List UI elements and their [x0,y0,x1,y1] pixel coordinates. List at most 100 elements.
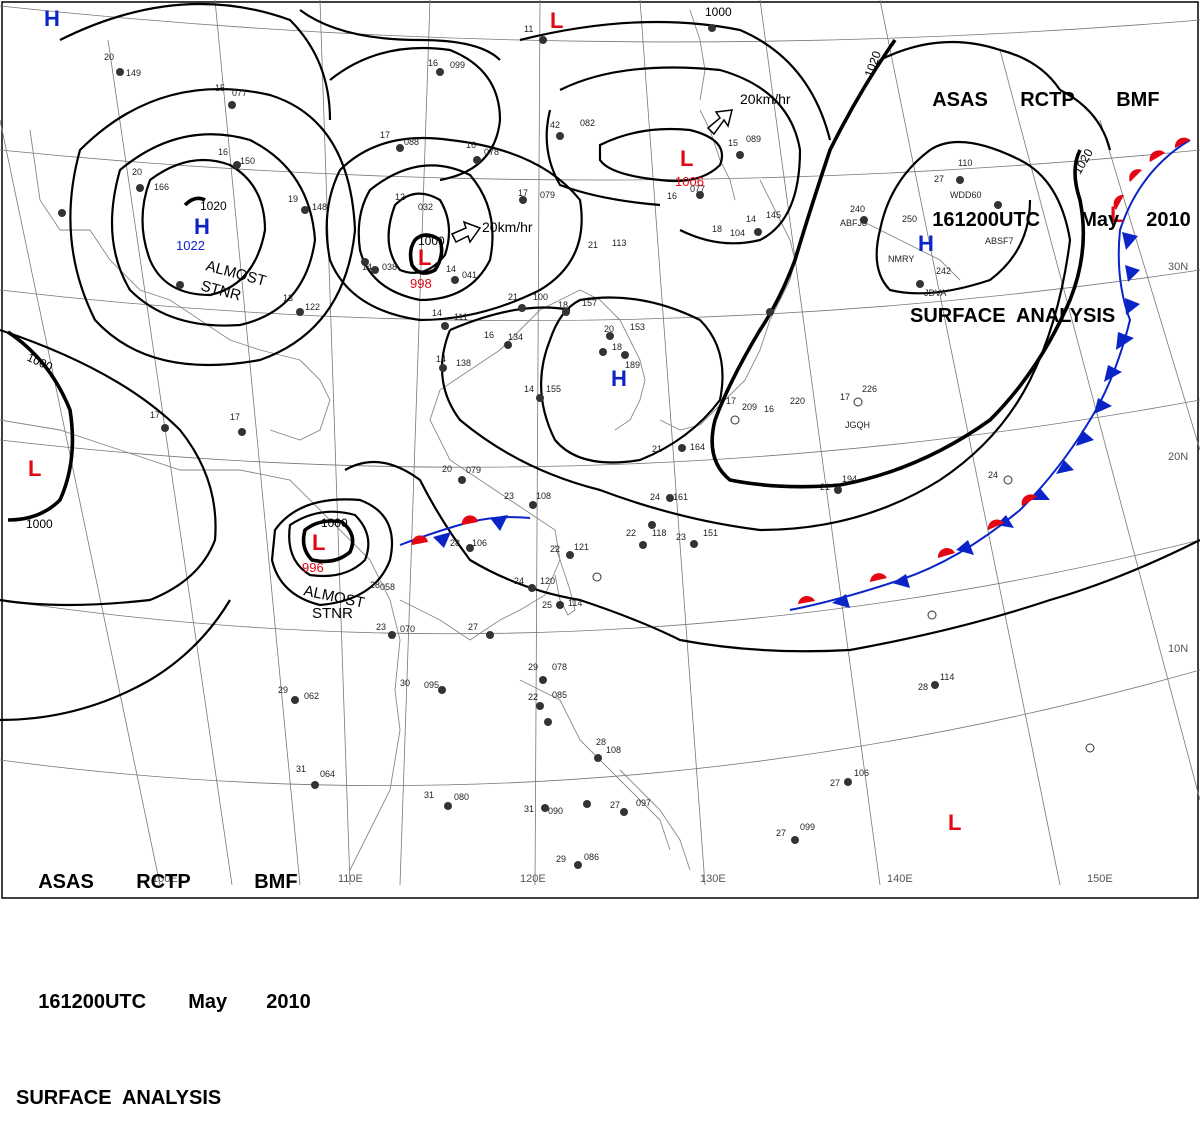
isobars-mark [344,460,1200,653]
stationary-front-central-mark [433,532,451,548]
station-plots-mark [730,415,740,425]
obs-t: 12 [395,192,405,202]
obs-p: 089 [746,134,761,144]
obs-t: 16 [484,330,494,340]
obs-t: 23 [676,532,686,542]
station-plots-mark [853,397,863,407]
stnr-note: STNR [312,605,353,622]
isobars-mark [879,40,1061,91]
station-plots-mark [844,778,852,786]
obs-t: 14 [446,264,456,274]
isobars-mark [449,306,571,332]
longitude-grid-mark [0,119,161,886]
isobar-label: 1020 [200,199,227,213]
lat-tick: 10N [1168,643,1188,655]
low-pressure-value: 998 [410,276,432,291]
stationary-front-central-mark [490,515,508,531]
lon-tick: 110E [338,873,363,885]
station-plots-mark [544,718,552,726]
obs-t: 23 [376,622,386,632]
header-agency: ASAS [932,89,988,111]
station-plots-mark [678,444,686,452]
obs-p: 078 [484,147,499,157]
isobars-mark [0,328,217,607]
high-pressure-symbol: H [44,6,60,31]
obs-p: 100 [533,292,548,302]
obs-t: 18 [712,224,722,234]
station-plots-mark [754,228,762,236]
cold-front-east-mark [870,573,887,582]
station-plots-mark [791,836,799,844]
obs-t: 14 [524,384,534,394]
station-plots-mark [621,351,629,359]
obs-p: 064 [320,769,335,779]
obs-p: 106 [854,768,869,778]
header-code: BMF [254,871,298,893]
lon-tick: 100E [152,873,178,885]
obs-p: 122 [305,302,320,312]
cold-front-east-mark [1056,460,1074,474]
station-plots-mark [238,428,246,436]
obs-t: 240 [850,204,865,214]
cold-front-east-mark [1125,298,1140,315]
longitude-grid-mark [1099,119,1200,451]
longitude-grid-mark [214,0,301,886]
station-plots-mark [860,216,868,224]
cold-front-east-mark [1094,398,1112,414]
station-code: NMRY [888,254,914,264]
station-plots-mark [708,24,716,32]
header-line2: 161200UTC May 2010 [16,966,311,1038]
obs-t: 20 [604,324,614,334]
longitude-grid-mark [879,0,1061,886]
obs-p: 078 [552,662,567,672]
low-pressure-symbol: L [550,8,563,33]
thick-isobars-mark [7,330,75,522]
station-plots-mark [994,201,1002,209]
obs-t: 242 [936,266,951,276]
station-plots-mark [1085,743,1095,753]
station-plots-mark [536,702,544,710]
obs-t: 17 [726,396,736,406]
low-pressure-symbol: L [680,146,693,171]
station-plots-mark [116,68,124,76]
motion-label: 20km/hr [482,219,533,235]
station-code: ABFJ3 [840,218,867,228]
obs-t: 27 [776,828,786,838]
longitude-grid-mark [107,39,233,886]
station-plots-mark [161,424,169,432]
obs-p: 088 [404,137,419,147]
station-plots-mark [583,800,591,808]
station-plots-mark [291,696,299,704]
obs-p: 134 [508,332,523,342]
obs-p: 104 [730,228,745,238]
motion-arrow-icon [450,220,482,244]
obs-t: 14 [746,214,756,224]
obs-t: 18 [612,342,622,352]
thick-isobars-mark [301,519,355,564]
obs-t: 31 [296,764,306,774]
obs-p: 157 [582,298,597,308]
obs-t: 16 [466,140,476,150]
obs-p: 090 [548,806,563,816]
lon-tick: 150E [1087,873,1113,885]
station-code: JGQH [845,420,870,430]
obs-t: 14 [432,308,442,318]
obs-p: 138 [456,358,471,368]
station-plots-mark [696,191,704,199]
station-plots-mark [666,494,674,502]
station-plots-mark [486,631,494,639]
obs-p: 189 [625,360,640,370]
obs-p: 086 [584,852,599,862]
cold-front-east-mark [1104,365,1122,382]
coastlines-mark [0,419,401,871]
latitude-grid-mark [0,539,1200,635]
station-plots-mark [574,861,582,869]
isobars-mark [545,109,661,207]
obs-t: 16 [428,58,438,68]
obs-p: 151 [703,528,718,538]
isobars-mark [69,88,357,366]
station-plots-mark [592,572,602,582]
obs-t: 22 [550,544,560,554]
station-plots-mark [566,551,574,559]
station-plots-mark [228,101,236,109]
